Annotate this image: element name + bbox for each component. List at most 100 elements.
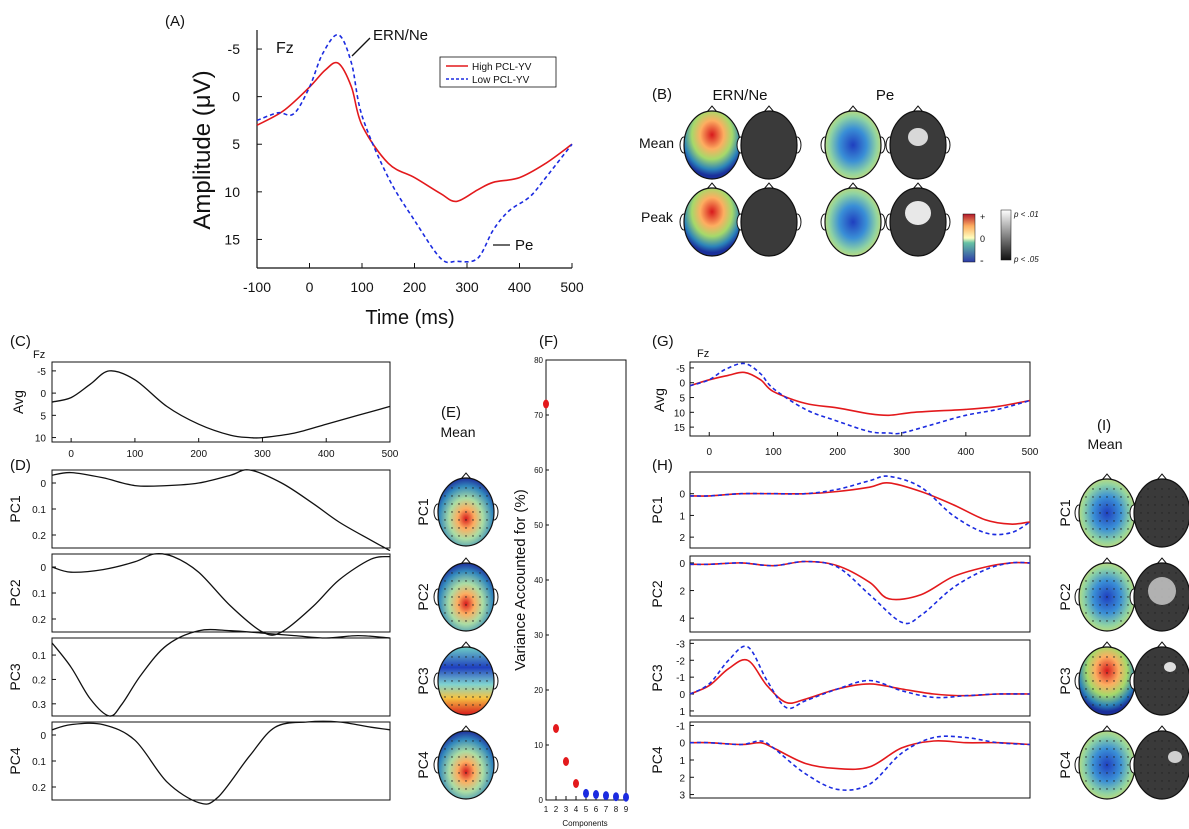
panel-h-pc4-series-2	[689, 735, 1031, 791]
electrode-dot	[444, 664, 446, 666]
electrode-dot	[1085, 772, 1087, 774]
panel-f: Variance Accounted for (%) Components 01…	[512, 356, 629, 828]
electrode-dot	[465, 704, 467, 706]
electrode-dot	[1099, 504, 1101, 506]
panel-b-p01: p < .01	[1013, 210, 1039, 219]
panel-a-x-tick-label: -100	[243, 279, 271, 295]
pc-y-tick-label: 0.1	[32, 651, 46, 662]
electrode-dot	[1161, 536, 1163, 538]
electrode-dot	[1099, 704, 1101, 706]
electrode-dot	[465, 511, 467, 513]
panel-a-y-tick-label: 15	[224, 231, 240, 247]
electrode-dot	[1140, 580, 1142, 582]
electrode-dot	[458, 788, 460, 790]
panel-f-y-tick-label: 50	[534, 521, 543, 530]
electrode-dot	[1092, 596, 1094, 598]
electrode-dot	[1161, 620, 1163, 622]
electrode-dot	[1140, 612, 1142, 614]
electrode-dot	[1147, 704, 1149, 706]
pc-y-tick-label: 0.2	[32, 531, 46, 542]
electrode-dot	[458, 519, 460, 521]
electrode-dot	[1140, 528, 1142, 530]
electrode-dot	[1085, 612, 1087, 614]
electrode-dot	[1113, 764, 1115, 766]
nose	[1101, 725, 1113, 733]
electrode-dot	[1147, 664, 1149, 666]
electrode-dot	[458, 495, 460, 497]
electrode-dot	[1182, 680, 1184, 682]
electrode-dot	[1175, 572, 1177, 574]
electrode-dot	[1175, 488, 1177, 490]
panel-g-y-ticks: -5 0 5 10 15	[674, 364, 694, 434]
electrode-dot	[1120, 596, 1122, 598]
electrode-dot	[1099, 748, 1101, 750]
electrode-dot	[1120, 504, 1122, 506]
electrode-dot	[1092, 740, 1094, 742]
electrode-dot	[479, 596, 481, 598]
electrode-dot	[486, 511, 488, 513]
electrode-dot	[451, 764, 453, 766]
panel-c-electrode: Fz	[33, 349, 45, 361]
panel-h-pc1-series-2	[689, 475, 1031, 536]
electrode-dot	[486, 588, 488, 590]
electrode-dot	[1175, 696, 1177, 698]
electrode-dot	[1175, 672, 1177, 674]
electrode-dot	[1113, 512, 1115, 514]
topo-ern-peak-sig	[736, 182, 802, 257]
electrode-dot	[486, 664, 488, 666]
scalp	[740, 110, 798, 180]
electrode-dot	[1147, 488, 1149, 490]
panel-b-heads	[679, 105, 951, 257]
electrode-dot	[1092, 688, 1094, 690]
electrode-dot	[1175, 688, 1177, 690]
electrode-dot	[479, 620, 481, 622]
electrode-dot	[1092, 764, 1094, 766]
electrode-dot	[451, 740, 453, 742]
electrode-dot	[472, 764, 474, 766]
electrode-dot	[1127, 688, 1129, 690]
pc-y-tick-label: 0.1	[32, 589, 46, 600]
electrode-dot	[444, 764, 446, 766]
electrode-dot	[1106, 740, 1108, 742]
electrode-dot	[1161, 528, 1163, 530]
nose	[460, 725, 472, 733]
panel-b-colorbar	[962, 213, 976, 263]
electrode-dot	[1182, 688, 1184, 690]
sig-blob	[1148, 577, 1176, 605]
electrode-dot	[1092, 620, 1094, 622]
panel-c-x-ticks: 0 100 200 300 400 500	[68, 438, 399, 460]
panel-e: Mean PC1 PC2 PC3 PC4	[415, 424, 499, 800]
electrode-dot	[1168, 704, 1170, 706]
electrode-dot	[451, 596, 453, 598]
electrode-dot	[1175, 788, 1177, 790]
electrode-dot	[451, 748, 453, 750]
electrode-dot	[1106, 604, 1108, 606]
label-C: (C)	[10, 333, 31, 350]
electrode-dot	[1120, 612, 1122, 614]
electrode-dot	[1099, 764, 1101, 766]
electrode-dot	[1113, 772, 1115, 774]
electrode-dot	[1154, 680, 1156, 682]
electrode-dot	[444, 612, 446, 614]
electrode-dot	[1085, 688, 1087, 690]
panel-c-x-tick-label: 400	[318, 449, 335, 460]
panel-e-pc-label: PC2	[415, 583, 431, 610]
electrode-dot	[1175, 536, 1177, 538]
electrode-dot	[1106, 588, 1108, 590]
electrode-dot	[1147, 672, 1149, 674]
topo-ern-peak	[679, 182, 745, 257]
panel-f-x-tick-label: 3	[564, 805, 569, 814]
panel-a-legend-box	[439, 56, 557, 88]
panel-c-y-ticks: -5 0 5 10	[35, 367, 56, 445]
electrode-dot	[1161, 704, 1163, 706]
electrode-dot	[472, 756, 474, 758]
electrode-dot	[486, 604, 488, 606]
electrode-dot	[1113, 504, 1115, 506]
electrode-dot	[1106, 512, 1108, 514]
panel-f-x-tick-label: 2	[554, 805, 559, 814]
electrode-dot	[1154, 496, 1156, 498]
panel-a-ern-pointer	[351, 37, 371, 57]
electrode-dot	[465, 772, 467, 774]
electrode-dot	[1113, 580, 1115, 582]
electrode-dot	[465, 680, 467, 682]
